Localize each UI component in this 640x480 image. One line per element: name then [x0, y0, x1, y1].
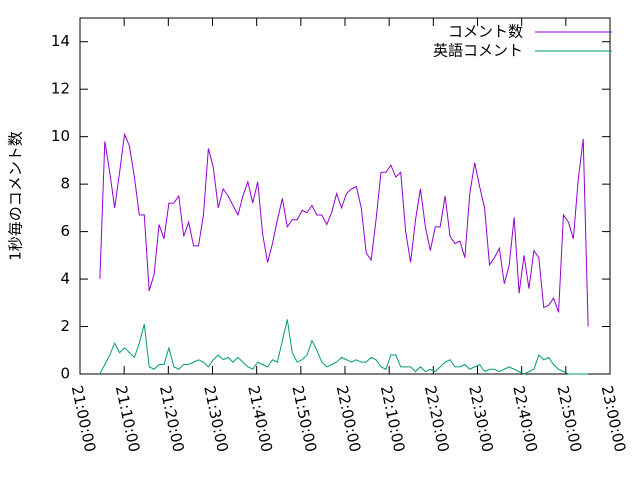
plot-border [79, 17, 611, 375]
x-tick-label: 22:20:00 [421, 384, 453, 454]
x-tick-label: 21:00:00 [68, 384, 100, 454]
x-tick-label: 22:00:00 [333, 384, 365, 454]
x-tick-label: 22:30:00 [465, 384, 497, 454]
x-tick-label: 23:00:00 [598, 384, 630, 454]
x-tick-label: 22:10:00 [377, 384, 409, 454]
x-tick-label: 21:40:00 [244, 384, 276, 454]
y-tick-label: 0 [60, 365, 70, 383]
y-tick-label: 8 [60, 175, 70, 193]
legend-label: コメント数 [448, 23, 523, 41]
y-tick-label: 4 [60, 270, 70, 288]
y-tick-label: 6 [60, 222, 70, 240]
x-tick-label: 21:10:00 [112, 384, 144, 454]
x-tick-label: 21:20:00 [156, 384, 188, 454]
series-line [99, 319, 589, 375]
y-tick-label: 12 [51, 80, 70, 98]
legend-label: 英語コメント [433, 42, 523, 60]
x-tick-label: 22:40:00 [509, 384, 541, 454]
x-tick-label: 21:30:00 [200, 384, 232, 454]
x-tick-label: 21:50:00 [289, 384, 321, 454]
y-tick-label: 10 [51, 127, 70, 145]
series-line [99, 132, 589, 327]
y-tick-label: 2 [60, 317, 70, 335]
x-tick-label: 22:50:00 [554, 384, 586, 454]
y-axis-label: 1秒毎のコメント数 [7, 131, 25, 261]
y-tick-label: 14 [51, 32, 70, 50]
